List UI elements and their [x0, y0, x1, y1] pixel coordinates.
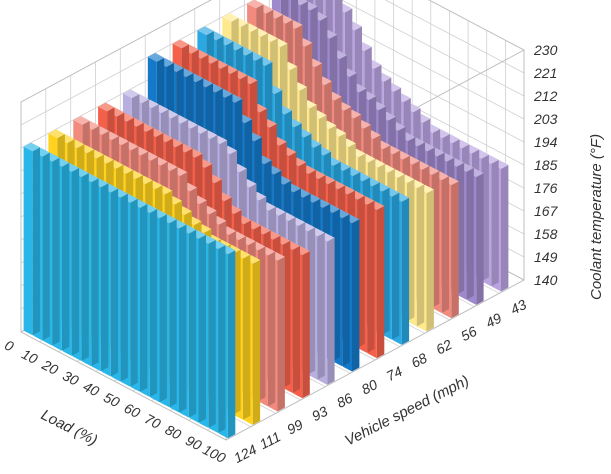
load-tick-label: 70 [142, 410, 163, 431]
bar-side [169, 219, 177, 408]
temperature-tick-label: 221 [533, 65, 557, 81]
bar-side [159, 214, 167, 403]
speed-tick-label: 62 [433, 336, 454, 357]
bar-side [42, 152, 50, 341]
bar-side [491, 159, 499, 287]
bar-side [441, 176, 449, 313]
temperature-tick-label: 149 [534, 249, 558, 265]
bar-side [466, 167, 474, 300]
load-tick-label: 50 [101, 389, 122, 410]
bar-side [32, 147, 40, 336]
temperature-tick-label: 212 [533, 88, 558, 104]
temperature-axis-title: Coolant temperature (°F) [588, 134, 605, 300]
load-tick-label: 90 [183, 432, 204, 453]
bar-side [188, 229, 197, 418]
speed-tick-label: 49 [483, 309, 504, 330]
temperature-tick-label: 167 [534, 203, 559, 219]
speed-tick-label: 86 [334, 389, 355, 410]
speed-tick-label: 56 [458, 323, 479, 344]
temperature-tick-label: 176 [534, 180, 558, 196]
bar-side [476, 173, 484, 305]
bar-top [73, 115, 90, 125]
load-tick-label: 30 [60, 367, 81, 388]
bar-side [277, 256, 285, 412]
temperature-tick-label: 185 [534, 157, 558, 173]
bar-top [247, 0, 264, 9]
temperature-tick-label: 203 [533, 111, 558, 127]
speed-tick-label: 93 [309, 403, 330, 424]
bar-side [81, 173, 89, 361]
chart-bars [23, 0, 509, 439]
bar-top [23, 142, 40, 152]
temperature-tick-label: 194 [534, 134, 558, 150]
bar-side [252, 259, 261, 425]
speed-tick-label: 124 [231, 441, 259, 466]
bar-side [100, 183, 109, 372]
load-tick-label: 60 [122, 400, 143, 421]
bar-top [98, 102, 115, 112]
bar-side [401, 197, 410, 345]
load-tick-label: 100 [200, 441, 228, 466]
bar [23, 142, 40, 336]
speed-tick-label: 99 [284, 416, 305, 437]
load-tick-label: 20 [39, 356, 61, 378]
speed-tick-label: 43 [508, 296, 529, 317]
load-tick-label: 0 [2, 337, 16, 355]
back-wall-gridline [340, 0, 525, 97]
bar-side [198, 234, 206, 423]
bar-side [342, 214, 350, 367]
speed-tick-label: 111 [257, 428, 283, 452]
bar-side [352, 219, 360, 372]
bar-side [267, 251, 276, 407]
speed-tick-label: 74 [384, 363, 405, 384]
bar-side [416, 184, 425, 327]
bar-side [426, 189, 434, 332]
bar-side [61, 162, 70, 351]
bar-side [292, 245, 300, 393]
bar-side [208, 239, 216, 428]
bar-side [317, 232, 325, 380]
bar-side [179, 224, 187, 413]
speed-tick-label: 68 [408, 349, 429, 370]
bar-top [172, 39, 189, 49]
load-tick-label: 40 [81, 378, 102, 399]
bar-side [242, 254, 251, 420]
bar-side [327, 237, 335, 385]
bar-side [120, 193, 128, 382]
bar-top [122, 89, 140, 98]
bar-side [52, 157, 60, 346]
bar-top [222, 12, 239, 22]
bar-side [149, 209, 158, 397]
bar-side [376, 206, 385, 359]
bar-side [218, 245, 226, 433]
bar-side [140, 203, 148, 392]
temperature-tick-label: 158 [534, 226, 558, 242]
bar-side [130, 198, 138, 387]
speed-tick-label: 80 [359, 376, 380, 397]
bar-side [91, 178, 99, 367]
bar-side [302, 251, 310, 399]
load-tick-label: 80 [163, 421, 184, 442]
bar-side [110, 188, 119, 377]
back-wall-gridline [384, 0, 525, 74]
bar-front [23, 146, 33, 336]
load-axis-title: Load (%) [38, 406, 100, 449]
bar-top [147, 52, 165, 62]
load-tick-label: 10 [19, 346, 40, 367]
bar-top [197, 26, 214, 35]
bar-row-speed-124 [23, 142, 236, 439]
temperature-tick-labels: 140 149 158 167 176 185 194 203 212 221 230 [533, 42, 559, 288]
temperature-tick-label: 140 [534, 272, 558, 288]
bar-side [451, 181, 459, 319]
temperature-tick-label: 230 [533, 42, 558, 58]
bar-side [367, 200, 375, 353]
bar-side [227, 250, 236, 439]
bar-side [71, 167, 80, 356]
bar-side [391, 192, 400, 340]
bar-side [501, 164, 509, 292]
bar-top [48, 129, 65, 138]
